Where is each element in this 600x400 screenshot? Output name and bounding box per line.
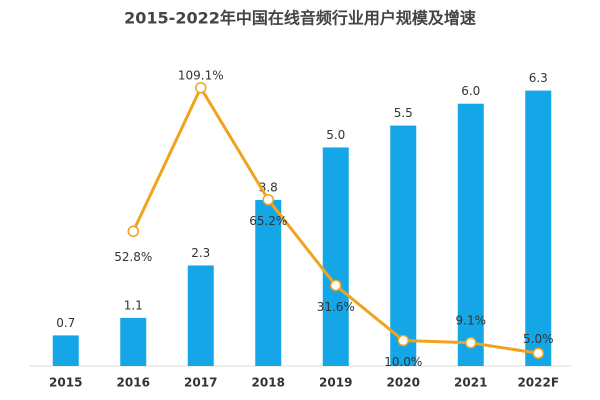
line-point [262,193,274,206]
line-point [330,279,342,292]
line-value-label: 10.0% [384,355,422,369]
bar-value-label: 5.5 [394,106,413,120]
line-point [532,347,544,359]
x-tick-label: 2015 [49,376,82,390]
bar-value-label: 1.1 [124,298,143,312]
line-value-label: 109.1% [178,68,224,82]
chart-title: 2015-2022年中国在线音频行业用户规模及增速 [124,9,476,28]
x-tick-label: 2019 [319,376,352,390]
bar-value-label: 6.3 [529,71,548,85]
line-value-label: 52.8% [114,250,152,264]
line-point [397,334,409,347]
line-value-label: 31.6% [317,300,355,314]
x-tick-label: 2022F [517,376,559,390]
bar [187,265,214,366]
x-tick-label: 2017 [184,376,217,390]
bar [52,335,79,366]
line-point [465,337,477,349]
line-point [195,82,207,94]
bar [390,125,417,366]
bar-value-label: 5.0 [326,128,345,142]
x-tick-label: 2018 [252,376,285,390]
bar-value-label: 6.0 [461,84,480,98]
line-point [127,225,139,238]
bar [322,147,349,366]
bar [255,199,282,366]
bar-value-label: 2.3 [191,246,210,260]
line-value-label: 5.0% [523,332,554,346]
x-tick-label: 2021 [454,376,487,390]
bar [457,103,484,366]
bar [525,90,552,366]
x-tick-label: 2016 [117,376,150,390]
line-value-label: 65.2% [249,214,287,228]
line-value-label: 9.1% [456,313,487,327]
bar [120,317,147,366]
x-tick-label: 2020 [387,376,420,390]
bar-value-label: 0.7 [56,316,75,330]
